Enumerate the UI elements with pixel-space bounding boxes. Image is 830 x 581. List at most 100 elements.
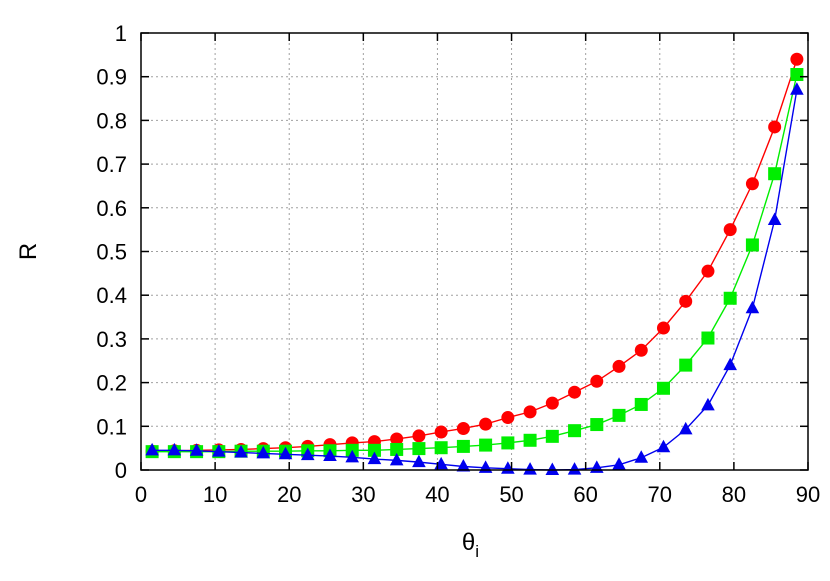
data-point-circle bbox=[723, 223, 737, 237]
y-tick-label: 0.1 bbox=[96, 414, 127, 439]
data-point-triangle bbox=[300, 447, 315, 461]
x-tick-label: 10 bbox=[203, 482, 227, 507]
axis-ticks: 0 10 20 30 40 50 60 70 80 90 0 0.1 0.2 0.3 0.4 0.5 0.6 0.… bbox=[96, 21, 820, 507]
x-tick-label: 60 bbox=[573, 482, 597, 507]
data-point-triangle bbox=[678, 421, 693, 435]
y-tick-label: 0.6 bbox=[96, 196, 127, 221]
data-point-triangle bbox=[745, 300, 760, 314]
data-point-triangle bbox=[790, 82, 804, 95]
data-point-square bbox=[479, 438, 493, 452]
data-point-triangle bbox=[434, 456, 448, 470]
x-tick-label: 20 bbox=[277, 482, 301, 507]
series-triangle bbox=[145, 82, 804, 475]
data-point-square bbox=[790, 68, 804, 82]
data-point-triangle bbox=[145, 442, 159, 456]
data-point-triangle bbox=[634, 450, 649, 463]
data-point-square bbox=[545, 429, 559, 443]
data-point-square bbox=[412, 442, 426, 456]
series-layer bbox=[145, 52, 804, 475]
data-point-triangle bbox=[345, 449, 360, 463]
x-tick-label: 40 bbox=[425, 482, 449, 507]
series-line-triangle bbox=[152, 89, 798, 471]
data-point-triangle bbox=[189, 443, 204, 456]
data-point-triangle bbox=[212, 444, 226, 457]
y-tick-label: 0.4 bbox=[96, 283, 127, 308]
data-point-square bbox=[701, 331, 715, 345]
x-axis-label-main: θ bbox=[462, 529, 475, 556]
data-point-circle bbox=[590, 374, 604, 388]
data-point-triangle bbox=[278, 446, 293, 460]
data-point-triangle bbox=[701, 397, 715, 411]
data-point-square bbox=[768, 167, 782, 181]
grid-lines bbox=[141, 33, 808, 470]
series-line-circle bbox=[152, 59, 798, 452]
x-tick-label: 30 bbox=[351, 482, 375, 507]
data-point-triangle bbox=[412, 454, 426, 468]
data-point-triangle bbox=[567, 462, 582, 475]
data-point-square bbox=[367, 443, 381, 457]
data-point-square bbox=[523, 433, 537, 447]
data-point-circle bbox=[412, 429, 426, 443]
data-point-square bbox=[390, 442, 404, 456]
series-square bbox=[145, 68, 804, 459]
y-tick-label: 0.3 bbox=[96, 327, 127, 352]
data-point-circle bbox=[501, 411, 515, 425]
x-axis-label-subscript: i bbox=[475, 542, 479, 561]
data-point-triangle bbox=[389, 452, 404, 466]
y-tick-label: 0 bbox=[115, 458, 127, 483]
x-tick-label: 0 bbox=[135, 482, 147, 507]
data-point-circle bbox=[701, 264, 715, 278]
data-point-circle bbox=[612, 359, 626, 373]
data-point-square bbox=[745, 238, 759, 252]
data-point-square bbox=[612, 408, 626, 422]
y-tick-label: 0.7 bbox=[96, 152, 127, 177]
data-point-triangle bbox=[767, 212, 782, 226]
data-point-square bbox=[634, 397, 648, 411]
data-point-triangle bbox=[367, 451, 382, 465]
data-point-triangle bbox=[501, 461, 515, 474]
series-line-square bbox=[152, 74, 798, 453]
y-tick-label: 0.5 bbox=[96, 240, 127, 265]
y-tick-label: 0.9 bbox=[96, 65, 127, 90]
data-point-triangle bbox=[523, 462, 537, 475]
data-point-triangle bbox=[234, 445, 248, 458]
data-point-triangle bbox=[456, 459, 471, 472]
data-point-triangle bbox=[256, 445, 271, 459]
data-point-circle bbox=[745, 177, 759, 191]
data-point-triangle bbox=[323, 448, 337, 462]
data-point-triangle bbox=[545, 462, 560, 475]
y-axis-label: R bbox=[15, 243, 42, 260]
x-axis-label: θi bbox=[462, 529, 479, 561]
y-tick-label: 0.2 bbox=[96, 371, 127, 396]
x-tick-label: 80 bbox=[722, 482, 746, 507]
data-point-square bbox=[590, 418, 604, 432]
data-point-circle bbox=[479, 417, 493, 431]
data-point-circle bbox=[568, 385, 582, 399]
data-point-square bbox=[501, 436, 515, 450]
data-point-circle bbox=[768, 120, 782, 134]
data-point-circle bbox=[656, 321, 670, 335]
y-tick-label: 1 bbox=[115, 21, 127, 46]
data-point-circle bbox=[545, 396, 559, 410]
data-point-circle bbox=[390, 432, 404, 446]
data-point-circle bbox=[679, 294, 693, 308]
data-point-triangle bbox=[478, 460, 493, 473]
data-point-triangle bbox=[612, 457, 626, 470]
data-point-square bbox=[656, 381, 670, 395]
data-point-triangle bbox=[656, 439, 671, 453]
x-tick-label: 70 bbox=[648, 482, 672, 507]
data-point-circle bbox=[456, 421, 470, 435]
data-point-triangle bbox=[167, 442, 182, 456]
data-point-square bbox=[723, 291, 737, 305]
y-tick-label: 0.8 bbox=[96, 108, 127, 133]
data-point-square bbox=[434, 441, 448, 455]
data-point-square bbox=[568, 424, 582, 438]
x-tick-label: 50 bbox=[499, 482, 523, 507]
data-point-triangle bbox=[723, 357, 737, 371]
data-point-circle bbox=[634, 343, 648, 357]
data-point-circle bbox=[434, 425, 448, 439]
series-circle bbox=[145, 52, 804, 458]
data-point-circle bbox=[790, 52, 804, 66]
data-point-circle bbox=[523, 405, 537, 419]
